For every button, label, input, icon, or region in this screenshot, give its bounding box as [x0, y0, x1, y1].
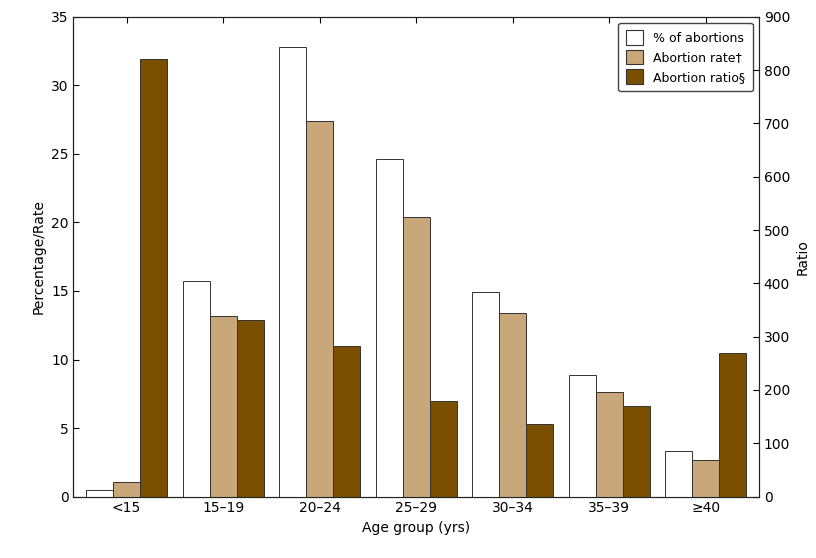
- Bar: [596, 392, 623, 497]
- X-axis label: Age group (yrs): Age group (yrs): [362, 521, 470, 535]
- Y-axis label: Ratio: Ratio: [796, 239, 809, 275]
- Bar: [430, 401, 457, 497]
- Bar: [237, 320, 264, 497]
- Bar: [692, 460, 719, 497]
- Bar: [472, 292, 499, 497]
- Bar: [526, 424, 553, 497]
- Bar: [623, 406, 650, 497]
- Bar: [86, 490, 113, 497]
- Bar: [375, 160, 402, 497]
- Bar: [719, 353, 747, 497]
- Bar: [333, 346, 360, 497]
- Bar: [183, 281, 210, 497]
- Bar: [113, 482, 140, 497]
- Bar: [665, 451, 692, 497]
- Bar: [499, 313, 526, 497]
- Bar: [279, 47, 306, 497]
- Bar: [569, 374, 596, 497]
- Y-axis label: Percentage/Rate: Percentage/Rate: [31, 199, 46, 314]
- Bar: [210, 316, 237, 497]
- Legend: % of abortions, Abortion rate†, Abortion ratio§: % of abortions, Abortion rate†, Abortion…: [618, 23, 752, 92]
- Bar: [402, 217, 430, 497]
- Bar: [140, 59, 167, 497]
- Bar: [306, 121, 333, 497]
